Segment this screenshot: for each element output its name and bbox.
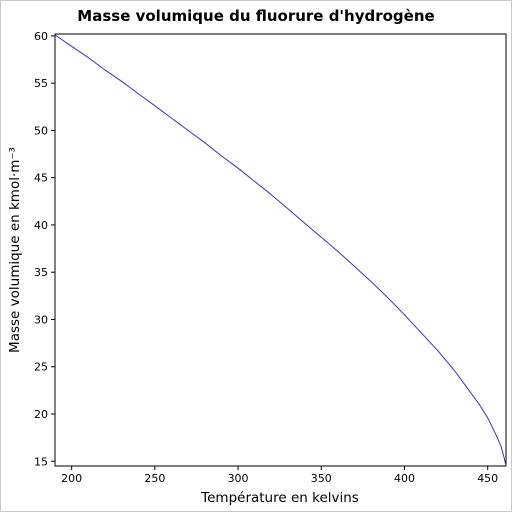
x-tick-label: 200	[61, 472, 82, 485]
plot-area	[54, 33, 507, 467]
y-tick-label: 20	[34, 408, 48, 421]
y-tick-label: 40	[34, 219, 48, 232]
y-tick-label: 25	[34, 361, 48, 374]
y-axis: 15 20 25 30 35 40 45 50 55 60	[34, 30, 55, 468]
y-tick-label: 15	[34, 455, 48, 468]
y-tick-label: 30	[34, 313, 48, 326]
series-layer	[54, 34, 507, 467]
x-tick-label: 250	[144, 472, 165, 485]
y-tick-label: 45	[34, 172, 48, 185]
y-tick-label: 55	[34, 77, 48, 90]
x-tick-label: 400	[394, 472, 415, 485]
x-tick-label: 350	[311, 472, 332, 485]
y-axis-label: Masse volumique en kmol·m⁻³	[7, 147, 23, 353]
y-tick-label: 35	[34, 266, 48, 279]
x-tick-label: 450	[477, 472, 498, 485]
chart-title: Masse volumique du fluorure d'hydrogène	[77, 7, 434, 25]
series-line	[54, 34, 507, 467]
y-tick-label: 60	[34, 30, 48, 43]
y-tick-label: 50	[34, 124, 48, 137]
x-axis-label: Température en kelvins	[200, 490, 359, 506]
x-axis: 200 250 300 350 400 450	[61, 466, 498, 485]
x-tick-label: 300	[228, 472, 249, 485]
